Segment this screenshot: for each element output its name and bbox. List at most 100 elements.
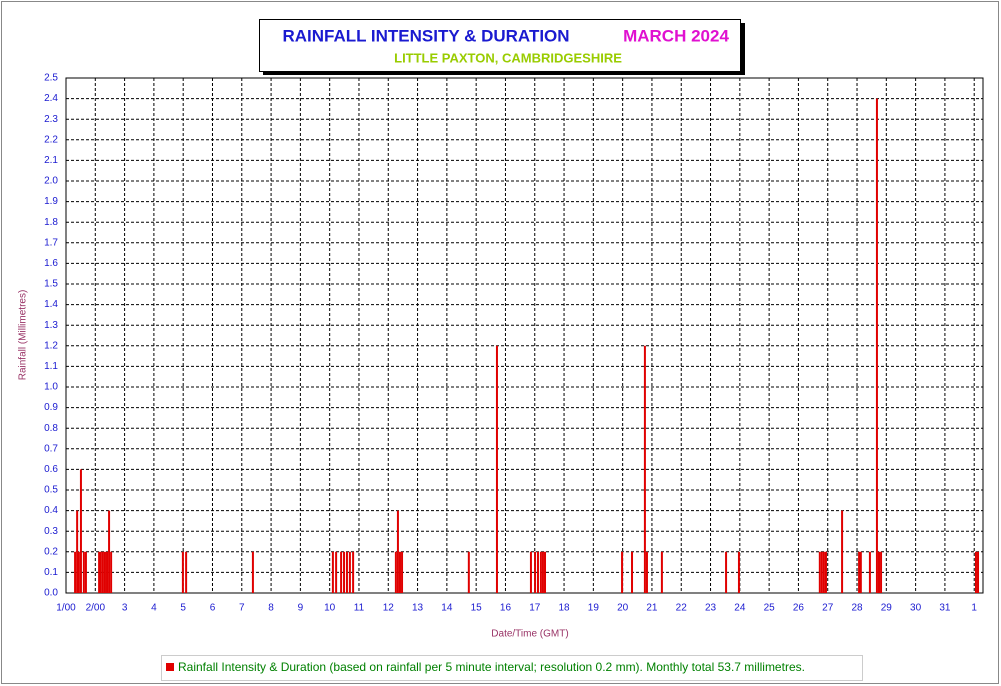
bar — [868, 551, 871, 593]
bar — [880, 551, 883, 593]
bar — [340, 551, 343, 593]
bar — [536, 551, 539, 593]
title-box — [259, 19, 741, 72]
bar — [858, 551, 861, 593]
title-date: MARCH 2024 — [623, 26, 729, 45]
y-tick-label: 1.3 — [44, 320, 58, 331]
bar — [875, 98, 878, 593]
y-tick-label: 2.2 — [44, 134, 58, 145]
y-tick-label: 0.5 — [44, 485, 58, 496]
bar — [824, 551, 827, 593]
bar — [643, 345, 646, 593]
x-tick-label: 25 — [764, 603, 776, 614]
x-tick-label: 8 — [268, 603, 274, 614]
x-tick-label: 7 — [239, 603, 245, 614]
bar — [106, 551, 109, 593]
bar — [352, 551, 355, 593]
y-tick-label: 0.4 — [44, 505, 58, 516]
y-tick-label: 0.9 — [44, 402, 58, 413]
bar — [74, 551, 77, 593]
x-tick-label: 26 — [793, 603, 805, 614]
x-tick-label: 15 — [471, 603, 483, 614]
y-tick-label: 0.7 — [44, 443, 58, 454]
x-tick-label: 24 — [734, 603, 746, 614]
x-tick-label: 27 — [822, 603, 834, 614]
x-tick-label: 3 — [122, 603, 128, 614]
x-tick-label: 2/00 — [86, 603, 106, 614]
bar — [621, 551, 624, 593]
y-tick-label: 1.5 — [44, 279, 58, 290]
y-tick-label: 2.5 — [44, 73, 58, 84]
bar — [529, 551, 532, 593]
x-tick-label: 29 — [881, 603, 893, 614]
x-tick-label: 14 — [441, 603, 453, 614]
bar — [737, 551, 740, 593]
bar — [103, 551, 106, 593]
x-tick-label: 12 — [383, 603, 395, 614]
bar — [495, 345, 498, 593]
bar — [974, 551, 977, 593]
y-tick-label: 1.1 — [44, 361, 58, 372]
x-tick-label: 28 — [851, 603, 863, 614]
bar — [335, 551, 338, 593]
x-tick-label: 10 — [324, 603, 336, 614]
bar — [467, 551, 470, 593]
x-tick-label: 1 — [971, 603, 977, 614]
bar — [859, 551, 862, 593]
bar — [877, 551, 880, 593]
y-tick-label: 1.2 — [44, 340, 58, 351]
bar — [398, 551, 401, 593]
bar — [396, 510, 399, 593]
x-tick-label: 6 — [210, 603, 216, 614]
y-tick-label: 0.0 — [44, 588, 58, 599]
x-tick-label: 16 — [500, 603, 512, 614]
bar — [99, 551, 102, 593]
bar — [841, 510, 844, 593]
bar — [631, 551, 634, 593]
y-tick-label: 0.1 — [44, 567, 58, 578]
bar — [98, 551, 101, 593]
bar — [725, 551, 728, 593]
bar — [394, 551, 397, 593]
x-tick-label: 17 — [529, 603, 541, 614]
x-tick-label: 23 — [705, 603, 717, 614]
bar — [645, 551, 648, 593]
legend-label: Rainfall Intensity & Duration (based on … — [178, 660, 805, 674]
y-tick-label: 1.8 — [44, 217, 58, 228]
y-tick-label: 1.4 — [44, 299, 58, 310]
bar — [822, 551, 825, 593]
bar — [108, 510, 111, 593]
bar — [401, 551, 404, 593]
x-tick-label: 11 — [354, 603, 365, 614]
bar — [101, 551, 104, 593]
x-tick-label: 30 — [910, 603, 922, 614]
bar — [76, 510, 79, 593]
x-tick-label: 21 — [646, 603, 658, 614]
x-tick-label: 1/00 — [56, 603, 76, 614]
bar — [84, 551, 87, 593]
bar — [539, 551, 542, 593]
y-tick-label: 1.0 — [44, 382, 58, 393]
bar — [977, 551, 980, 593]
x-axis-label: Date/Time (GMT) — [491, 629, 568, 640]
bar — [77, 551, 80, 593]
x-tick-label: 18 — [558, 603, 570, 614]
y-tick-label: 0.6 — [44, 464, 58, 475]
x-tick-label: 13 — [412, 603, 424, 614]
y-tick-label: 2.4 — [44, 93, 58, 104]
bar — [82, 551, 85, 593]
bar — [343, 551, 346, 593]
x-tick-label: 19 — [588, 603, 600, 614]
y-tick-label: 1.7 — [44, 237, 58, 248]
y-tick-label: 2.3 — [44, 114, 58, 125]
x-tick-label: 4 — [151, 603, 157, 614]
x-tick-label: 22 — [676, 603, 688, 614]
bar — [331, 551, 334, 593]
bar — [541, 551, 544, 593]
x-tick-label: 9 — [298, 603, 304, 614]
bar — [110, 551, 113, 593]
x-tick-label: 20 — [617, 603, 629, 614]
bar — [534, 551, 537, 593]
